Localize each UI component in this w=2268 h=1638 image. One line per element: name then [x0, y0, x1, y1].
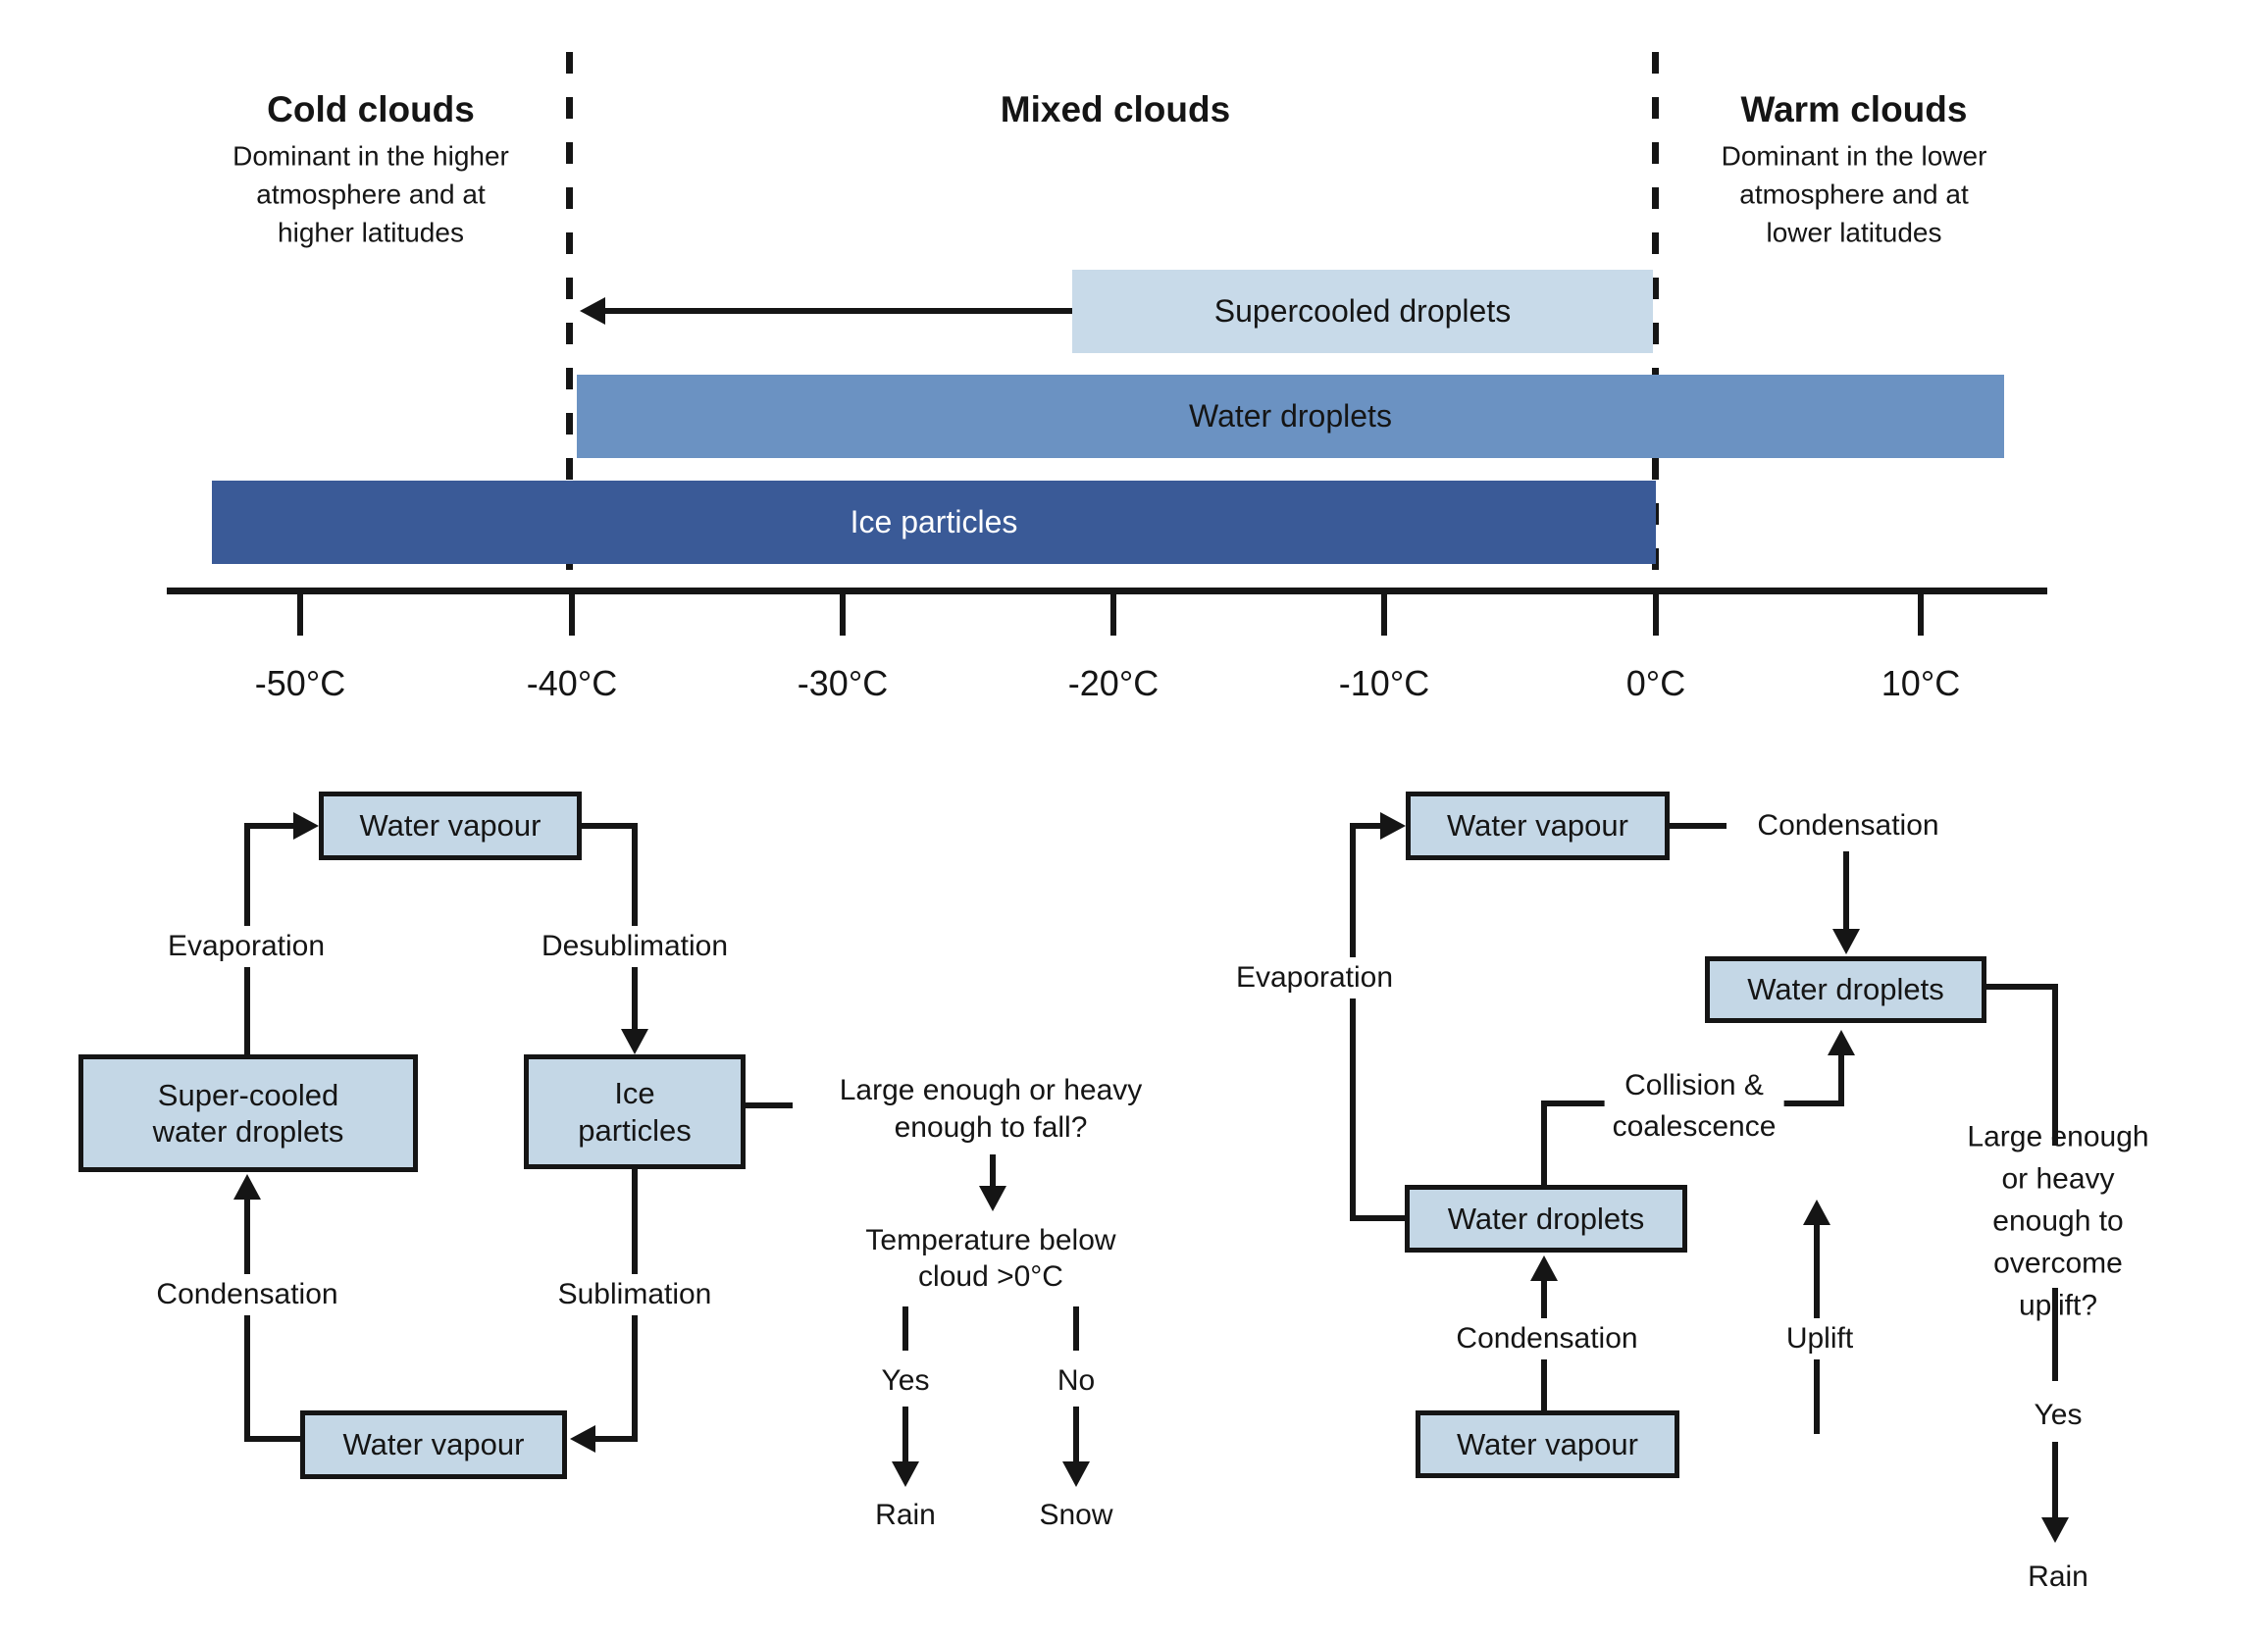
warm-condensation-top-line	[1670, 823, 1727, 829]
warm-condensation-top-label: Condensation	[1757, 809, 1939, 842]
axis-label-m30: -30°C	[797, 663, 889, 703]
warm-rain-arrow-line	[2052, 1442, 2058, 1517]
cold-ice-particles-node: Ice particles	[524, 1054, 746, 1169]
rain-arrowhead-icon	[892, 1461, 919, 1487]
warm-water-droplets-upper-node: Water droplets	[1705, 956, 1986, 1023]
warm-rain-label: Rain	[2028, 1561, 2088, 1593]
cold-condensation-arrowhead-icon	[233, 1174, 261, 1200]
collision-line	[1838, 1055, 1844, 1103]
temperature-axis	[167, 588, 2047, 594]
cold-condensation-label: Condensation	[148, 1274, 346, 1315]
mixed-clouds-title: Mixed clouds	[1000, 89, 1231, 129]
snow-label: Snow	[1039, 1499, 1113, 1531]
ice-particles-bar: Ice particles	[212, 481, 1656, 564]
warm-condensation-top-line	[1843, 851, 1849, 929]
warm-water-droplets-mid-node: Water droplets	[1405, 1185, 1687, 1253]
snow-arrowhead-icon	[1062, 1461, 1090, 1487]
cold-question-arrowhead-icon	[979, 1186, 1006, 1211]
cold-question-arrow-line	[990, 1154, 996, 1186]
supercooled-arrow-line	[589, 308, 1072, 314]
evaporation-label: Evaporation	[159, 926, 334, 967]
axis-tick	[1110, 590, 1116, 636]
desublimation-line	[582, 823, 638, 829]
warm-clouds-title: Warm clouds	[1740, 89, 1968, 129]
cold-clouds-subtitle: Dominant in the higher atmosphere and at…	[232, 140, 509, 248]
uplift-label: Uplift	[1778, 1318, 1862, 1359]
dashed-line-minus40	[566, 52, 573, 590]
evaporation-line	[244, 823, 305, 829]
axis-tick	[1381, 590, 1387, 636]
axis-label-m20: -20°C	[1067, 663, 1160, 703]
cold-water-vapour-bottom-node: Water vapour	[300, 1410, 567, 1479]
axis-tick	[1653, 590, 1659, 636]
axis-tick	[569, 590, 575, 636]
yes-branch-line	[902, 1306, 908, 1351]
supercooled-droplets-bar: Supercooled droplets	[1072, 270, 1653, 353]
warm-yes-branch-line	[2052, 1288, 2058, 1381]
sublimation-line	[589, 1436, 638, 1442]
water-droplets-bar-label: Water droplets	[1189, 398, 1392, 434]
no-branch-line	[1073, 1306, 1079, 1351]
cold-condensation-line	[247, 1436, 303, 1442]
water-droplets-bar: Water droplets	[577, 375, 2004, 458]
cold-question-label: Large enough or heavy enough to fall?	[839, 1074, 1143, 1144]
dashed-line-zero	[1652, 52, 1659, 590]
cold-no-label: No	[1057, 1364, 1096, 1397]
axis-tick	[297, 590, 303, 636]
warm-droplets-out-line	[2052, 984, 2058, 1146]
rain-arrow-line	[902, 1407, 908, 1461]
warm-evaporation-line	[1350, 826, 1356, 1221]
ice-particles-bar-label: Ice particles	[850, 504, 1018, 539]
axis-label-m10: -10°C	[1338, 663, 1430, 703]
warm-condensation-mid-arrowhead-icon	[1530, 1255, 1558, 1281]
warm-condensation-mid-label: Condensation	[1448, 1318, 1646, 1359]
cold-condensation-line	[244, 1199, 250, 1442]
warm-evaporation-line	[1350, 1215, 1405, 1221]
axis-tick	[1918, 590, 1924, 636]
warm-clouds-subtitle: Dominant in the lower atmosphere and at …	[1721, 140, 1987, 248]
axis-tick	[840, 590, 846, 636]
sublimation-arrowhead-icon	[570, 1425, 595, 1453]
cold-yes-label: Yes	[881, 1364, 930, 1397]
warm-rain-arrowhead-icon	[2041, 1517, 2069, 1543]
desublimation-label: Desublimation	[533, 926, 737, 967]
warm-question-label: Large enough or heavy enough to overcome…	[1967, 1120, 2149, 1322]
warm-evaporation-arrowhead-icon	[1380, 812, 1406, 840]
collision-arrowhead-icon	[1828, 1030, 1855, 1055]
warm-water-vapour-top-node: Water vapour	[1406, 792, 1670, 860]
collision-label: Collision & coalescence	[1604, 1063, 1784, 1150]
axis-label-0: 0°C	[1625, 663, 1686, 703]
axis-label-m50: -50°C	[254, 663, 346, 703]
warm-water-vapour-bottom-node: Water vapour	[1416, 1410, 1679, 1478]
supercooled-arrowhead-icon	[580, 297, 605, 325]
warm-evaporation-line	[1350, 823, 1384, 829]
warm-condensation-top-arrowhead-icon	[1832, 929, 1860, 954]
snow-arrow-line	[1073, 1407, 1079, 1461]
desublimation-arrowhead-icon	[621, 1029, 648, 1054]
axis-label-10: 10°C	[1881, 663, 1961, 703]
warm-evaporation-label: Evaporation	[1227, 957, 1402, 998]
cold-rain-label: Rain	[875, 1499, 936, 1531]
supercooled-water-droplets-node: Super-cooled water droplets	[78, 1054, 418, 1172]
cold-water-vapour-top-node: Water vapour	[319, 792, 582, 860]
ice-particles-connector-line	[746, 1102, 793, 1108]
collision-line	[1541, 1103, 1547, 1185]
cold-clouds-title: Cold clouds	[267, 89, 475, 129]
cold-decision-label: Temperature below cloud >0°C	[865, 1224, 1116, 1293]
warm-yes-label: Yes	[2034, 1399, 2083, 1431]
uplift-arrowhead-icon	[1803, 1200, 1830, 1225]
supercooled-droplets-bar-label: Supercooled droplets	[1213, 293, 1512, 329]
evaporation-arrowhead-icon	[293, 812, 319, 840]
sublimation-label: Sublimation	[549, 1274, 720, 1315]
warm-droplets-out-line	[1986, 984, 2058, 990]
axis-label-m40: -40°C	[526, 663, 618, 703]
